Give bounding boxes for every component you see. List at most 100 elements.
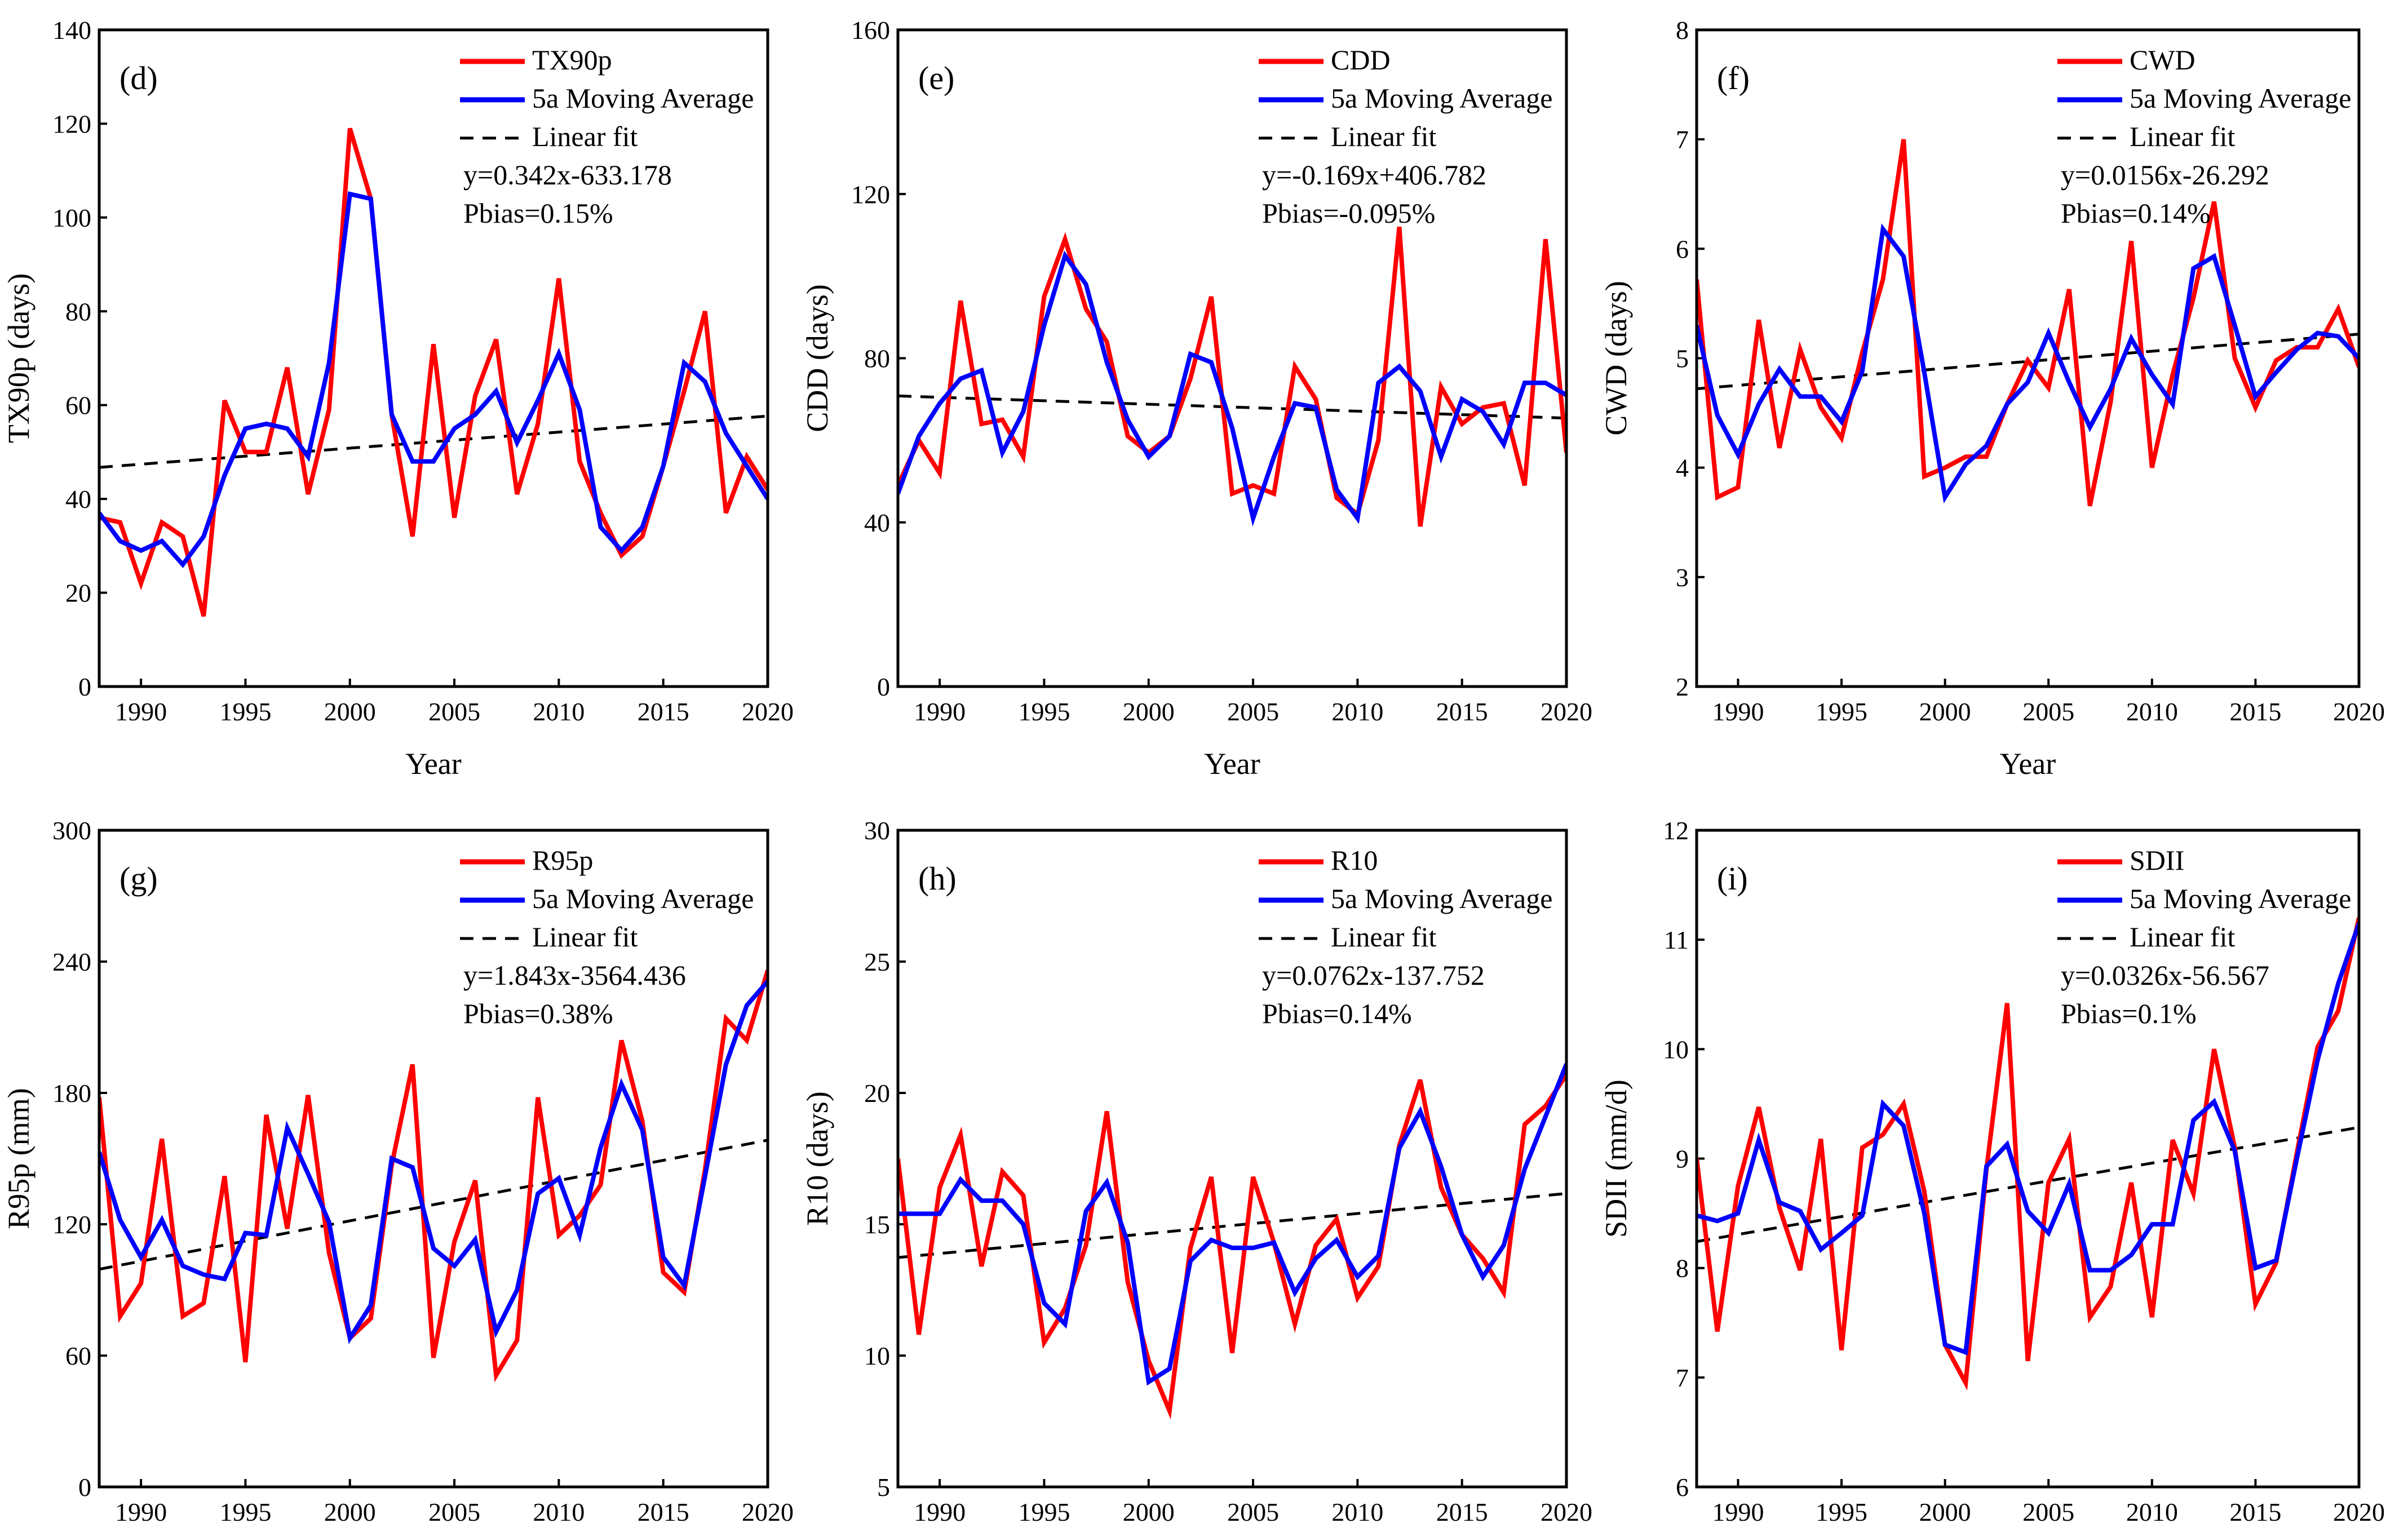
y-axis-label: TX90p (days) (2, 273, 36, 443)
pbias-label: Pbias=0.15% (463, 197, 613, 229)
plot-area (99, 969, 768, 1383)
index-series-line (99, 969, 768, 1383)
y-tick-label: 180 (52, 1079, 91, 1108)
fit-equation: y=0.0762x-137.752 (1262, 959, 1485, 991)
fit-equation: y=0.0326x-56.567 (2061, 959, 2269, 991)
plot-frame (98, 829, 769, 1489)
x-tick-label: 2015 (638, 1498, 689, 1523)
panel-label: (i) (1717, 860, 1748, 897)
y-tick-label: 3 (1676, 563, 1689, 592)
x-tick-label: 1995 (219, 1498, 271, 1523)
x-tick-label: 2010 (533, 697, 585, 726)
x-tick-label: 2005 (428, 1498, 480, 1523)
legend-linear-fit-label: Linear fit (532, 921, 638, 953)
x-tick-label: 2010 (2126, 1498, 2178, 1523)
x-tick-label: 1995 (1018, 697, 1070, 726)
y-tick-label: 0 (877, 672, 890, 701)
y-tick-label: 40 (864, 508, 890, 537)
x-tick-label: 2005 (1227, 697, 1279, 726)
y-tick-label: 8 (1676, 16, 1689, 45)
legend-moving-average-label: 5a Moving Average (1331, 82, 1552, 114)
y-tick-label: 120 (52, 109, 91, 138)
plot-frame (1695, 829, 2361, 1489)
y-axis-label: CDD (days) (800, 284, 834, 432)
x-tick-label: 1990 (1712, 697, 1764, 726)
y-tick-label: 120 (52, 1210, 91, 1239)
y-tick-label: 40 (65, 485, 91, 513)
plot-frame (896, 28, 1568, 688)
legend-series-label: SDII (2130, 844, 2184, 876)
y-tick-label: 0 (78, 672, 91, 701)
legend-moving-average-label: 5a Moving Average (532, 883, 754, 914)
x-axis-label: Year (2000, 747, 2056, 781)
pbias-label: Pbias=0.14% (2061, 197, 2211, 229)
x-axis-label: Year (405, 747, 462, 781)
panel-label: (g) (119, 860, 158, 897)
x-tick-label: 2020 (1541, 1498, 1592, 1523)
panel-f: 2 3 4 5 6 7 8 1990 1995 2000 2005 2010 2015 2020 Year C… (1599, 16, 2385, 781)
panel-label: (e) (918, 60, 954, 96)
y-tick-label: 25 (864, 948, 890, 976)
y-tick-label: 60 (65, 391, 91, 420)
x-tick-label: 2015 (1436, 1498, 1488, 1523)
moving-average-line (1697, 223, 2359, 504)
x-axis-label: Year (1204, 747, 1260, 781)
y-tick-label: 7 (1676, 125, 1689, 154)
plot-area (898, 1063, 1566, 1420)
pbias-label: Pbias=0.38% (463, 998, 613, 1029)
x-tick-label: 1995 (219, 697, 271, 726)
x-tick-label: 2000 (1123, 1498, 1175, 1523)
legend-series-label: R10 (1331, 844, 1378, 876)
panel-label: (h) (918, 860, 957, 897)
y-tick-label: 7 (1676, 1363, 1689, 1392)
x-tick-label: 2015 (2229, 1498, 2281, 1523)
x-tick-label: 2010 (533, 1498, 585, 1523)
moving-average-line (898, 1063, 1566, 1386)
plot-frame (98, 28, 769, 688)
legend-series-label: CWD (2130, 44, 2195, 76)
y-tick-label: 2 (1676, 672, 1689, 701)
y-tick-label: 6 (1676, 234, 1689, 263)
x-tick-label: 2005 (1227, 1498, 1279, 1523)
y-tick-label: 12 (1663, 816, 1689, 845)
y-tick-label: 80 (864, 344, 890, 373)
x-tick-label: 2000 (1919, 697, 1971, 726)
x-tick-label: 2000 (324, 1498, 376, 1523)
y-tick-label: 8 (1676, 1254, 1689, 1283)
y-tick-label: 0 (78, 1473, 91, 1502)
legend-linear-fit-label: Linear fit (532, 121, 638, 152)
x-tick-label: 1995 (1816, 1498, 1867, 1523)
x-tick-label: 1990 (1712, 1498, 1764, 1523)
plot-area (99, 127, 768, 617)
legend-series-label: R95p (532, 844, 593, 876)
x-tick-label: 1990 (115, 1498, 167, 1523)
legend-moving-average-label: 5a Moving Average (2130, 883, 2351, 914)
y-tick-label: 10 (864, 1342, 890, 1370)
y-tick-label: 15 (864, 1210, 890, 1239)
panel-h: 510152025301990199520002005201020152020Y… (800, 816, 1592, 1523)
pbias-label: Pbias=0.14% (1262, 998, 1412, 1029)
pbias-label: Pbias=-0.095% (1262, 197, 1435, 229)
legend-linear-fit-label: Linear fit (1331, 121, 1437, 152)
linear-fit-line (1697, 333, 2359, 391)
y-tick-label: 20 (65, 579, 91, 608)
x-tick-label: 2010 (1331, 697, 1383, 726)
x-tick-label: 1995 (1816, 697, 1867, 726)
y-tick-label: 5 (1676, 344, 1689, 373)
plot-area (1697, 139, 2359, 507)
x-tick-label: 1990 (115, 697, 167, 726)
y-tick-label: 160 (851, 16, 890, 45)
y-tick-label: 20 (864, 1079, 890, 1108)
x-tick-label: 2010 (1331, 1498, 1383, 1523)
fit-equation: y=-0.169x+406.782 (1262, 159, 1486, 191)
x-tick-label: 2015 (1436, 697, 1488, 726)
moving-average-line (1697, 922, 2359, 1356)
x-tick-label: 2000 (324, 697, 376, 726)
moving-average-line (898, 250, 1566, 527)
fit-equation: y=0.0156x-26.292 (2061, 159, 2269, 191)
moving-average-line (99, 191, 768, 568)
panel-g: 0 60 120 180 240 300 1990 1995 2000 2005 2010 2015 2… (2, 816, 794, 1523)
legend-linear-fit-label: Linear fit (2130, 121, 2236, 152)
y-tick-label: 5 (877, 1473, 890, 1502)
x-tick-label: 1995 (1018, 1498, 1070, 1523)
